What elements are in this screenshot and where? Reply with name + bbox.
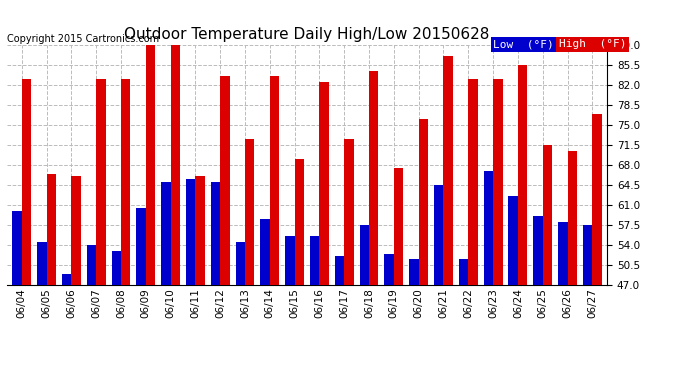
Bar bbox=[220, 76, 230, 285]
Bar bbox=[146, 45, 155, 285]
Bar bbox=[419, 119, 428, 285]
Bar bbox=[359, 225, 369, 285]
Bar bbox=[211, 182, 220, 285]
Bar bbox=[260, 219, 270, 285]
Bar bbox=[161, 182, 170, 285]
Title: Outdoor Temperature Daily High/Low 20150628: Outdoor Temperature Daily High/Low 20150… bbox=[124, 27, 490, 42]
Bar bbox=[12, 211, 22, 285]
Bar bbox=[170, 45, 180, 285]
Bar bbox=[583, 225, 592, 285]
Bar bbox=[235, 242, 245, 285]
Bar bbox=[195, 176, 205, 285]
Bar bbox=[567, 151, 577, 285]
Bar bbox=[509, 196, 518, 285]
Bar bbox=[344, 139, 354, 285]
Bar bbox=[335, 256, 344, 285]
Bar bbox=[47, 174, 56, 285]
Bar bbox=[518, 65, 527, 285]
Bar bbox=[469, 79, 477, 285]
Bar bbox=[493, 79, 502, 285]
Bar bbox=[384, 254, 394, 285]
Bar bbox=[394, 168, 403, 285]
Text: Copyright 2015 Cartronics.com: Copyright 2015 Cartronics.com bbox=[7, 34, 159, 44]
Text: High  (°F): High (°F) bbox=[559, 39, 627, 50]
Bar bbox=[62, 274, 71, 285]
Bar bbox=[295, 159, 304, 285]
Bar bbox=[22, 79, 31, 285]
Bar bbox=[533, 216, 543, 285]
Bar bbox=[319, 82, 329, 285]
Bar bbox=[484, 171, 493, 285]
Bar bbox=[186, 179, 195, 285]
Bar bbox=[310, 236, 319, 285]
Bar bbox=[137, 208, 146, 285]
Bar bbox=[87, 245, 96, 285]
Bar bbox=[71, 176, 81, 285]
Bar bbox=[121, 79, 130, 285]
Bar bbox=[37, 242, 47, 285]
Bar bbox=[543, 145, 552, 285]
Bar bbox=[369, 71, 379, 285]
Bar bbox=[245, 139, 255, 285]
Bar bbox=[459, 259, 469, 285]
Bar bbox=[434, 185, 444, 285]
Bar bbox=[112, 251, 121, 285]
Bar bbox=[270, 76, 279, 285]
Bar bbox=[558, 222, 567, 285]
Bar bbox=[409, 259, 419, 285]
Bar bbox=[444, 56, 453, 285]
Bar bbox=[592, 114, 602, 285]
Text: Low  (°F): Low (°F) bbox=[493, 39, 554, 50]
Bar bbox=[285, 236, 295, 285]
Bar bbox=[96, 79, 106, 285]
